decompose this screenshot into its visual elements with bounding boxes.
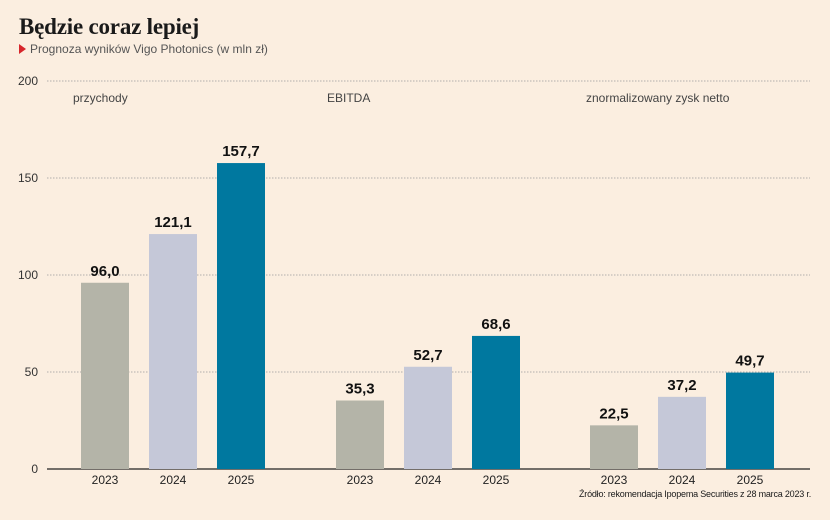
bar (472, 335, 520, 469)
value-label: 49,7 (735, 353, 764, 370)
bar (81, 282, 129, 469)
subtitle-text: Prognoza wyników Vigo Photonics (w mln z… (30, 42, 268, 56)
bar (658, 396, 706, 469)
y-tick-label: 0 (31, 462, 38, 476)
value-label: 96,0 (90, 263, 119, 280)
group-label: EBITDA (327, 91, 370, 105)
value-label: 22,5 (599, 405, 628, 422)
triangle-marker-icon (19, 44, 26, 54)
source-note: Źródło: rekomendacja Ipopema Securities … (578, 489, 811, 499)
x-tick-label: 2025 (483, 473, 510, 487)
value-label: 157,7 (222, 143, 260, 160)
value-label: 52,7 (413, 347, 442, 364)
y-tick-label: 50 (25, 365, 39, 379)
x-tick-label: 2024 (160, 473, 187, 487)
bar (726, 372, 774, 469)
value-label: 37,2 (667, 377, 696, 394)
x-tick-label: 2024 (415, 473, 442, 487)
y-tick-label: 100 (18, 268, 38, 282)
x-tick-label: 2025 (737, 473, 764, 487)
group-label: znormalizowany zysk netto (586, 91, 730, 105)
group-label: przychody (73, 91, 128, 105)
chart-subtitle: Prognoza wyników Vigo Photonics (w mln z… (19, 42, 268, 56)
bar (336, 400, 384, 469)
x-tick-label: 2023 (601, 473, 628, 487)
x-tick-label: 2025 (228, 473, 255, 487)
bar (149, 234, 197, 469)
value-label: 121,1 (154, 214, 192, 231)
bar (217, 163, 265, 469)
bar (590, 425, 638, 469)
x-tick-label: 2023 (347, 473, 374, 487)
y-tick-label: 150 (18, 171, 38, 185)
value-label: 68,6 (481, 316, 510, 333)
chart-title: Będzie coraz lepiej (19, 14, 200, 39)
value-label: 35,3 (345, 381, 374, 398)
y-tick-label: 200 (18, 74, 38, 88)
x-tick-label: 2024 (669, 473, 696, 487)
x-tick-label: 2023 (92, 473, 119, 487)
bar (404, 366, 452, 469)
